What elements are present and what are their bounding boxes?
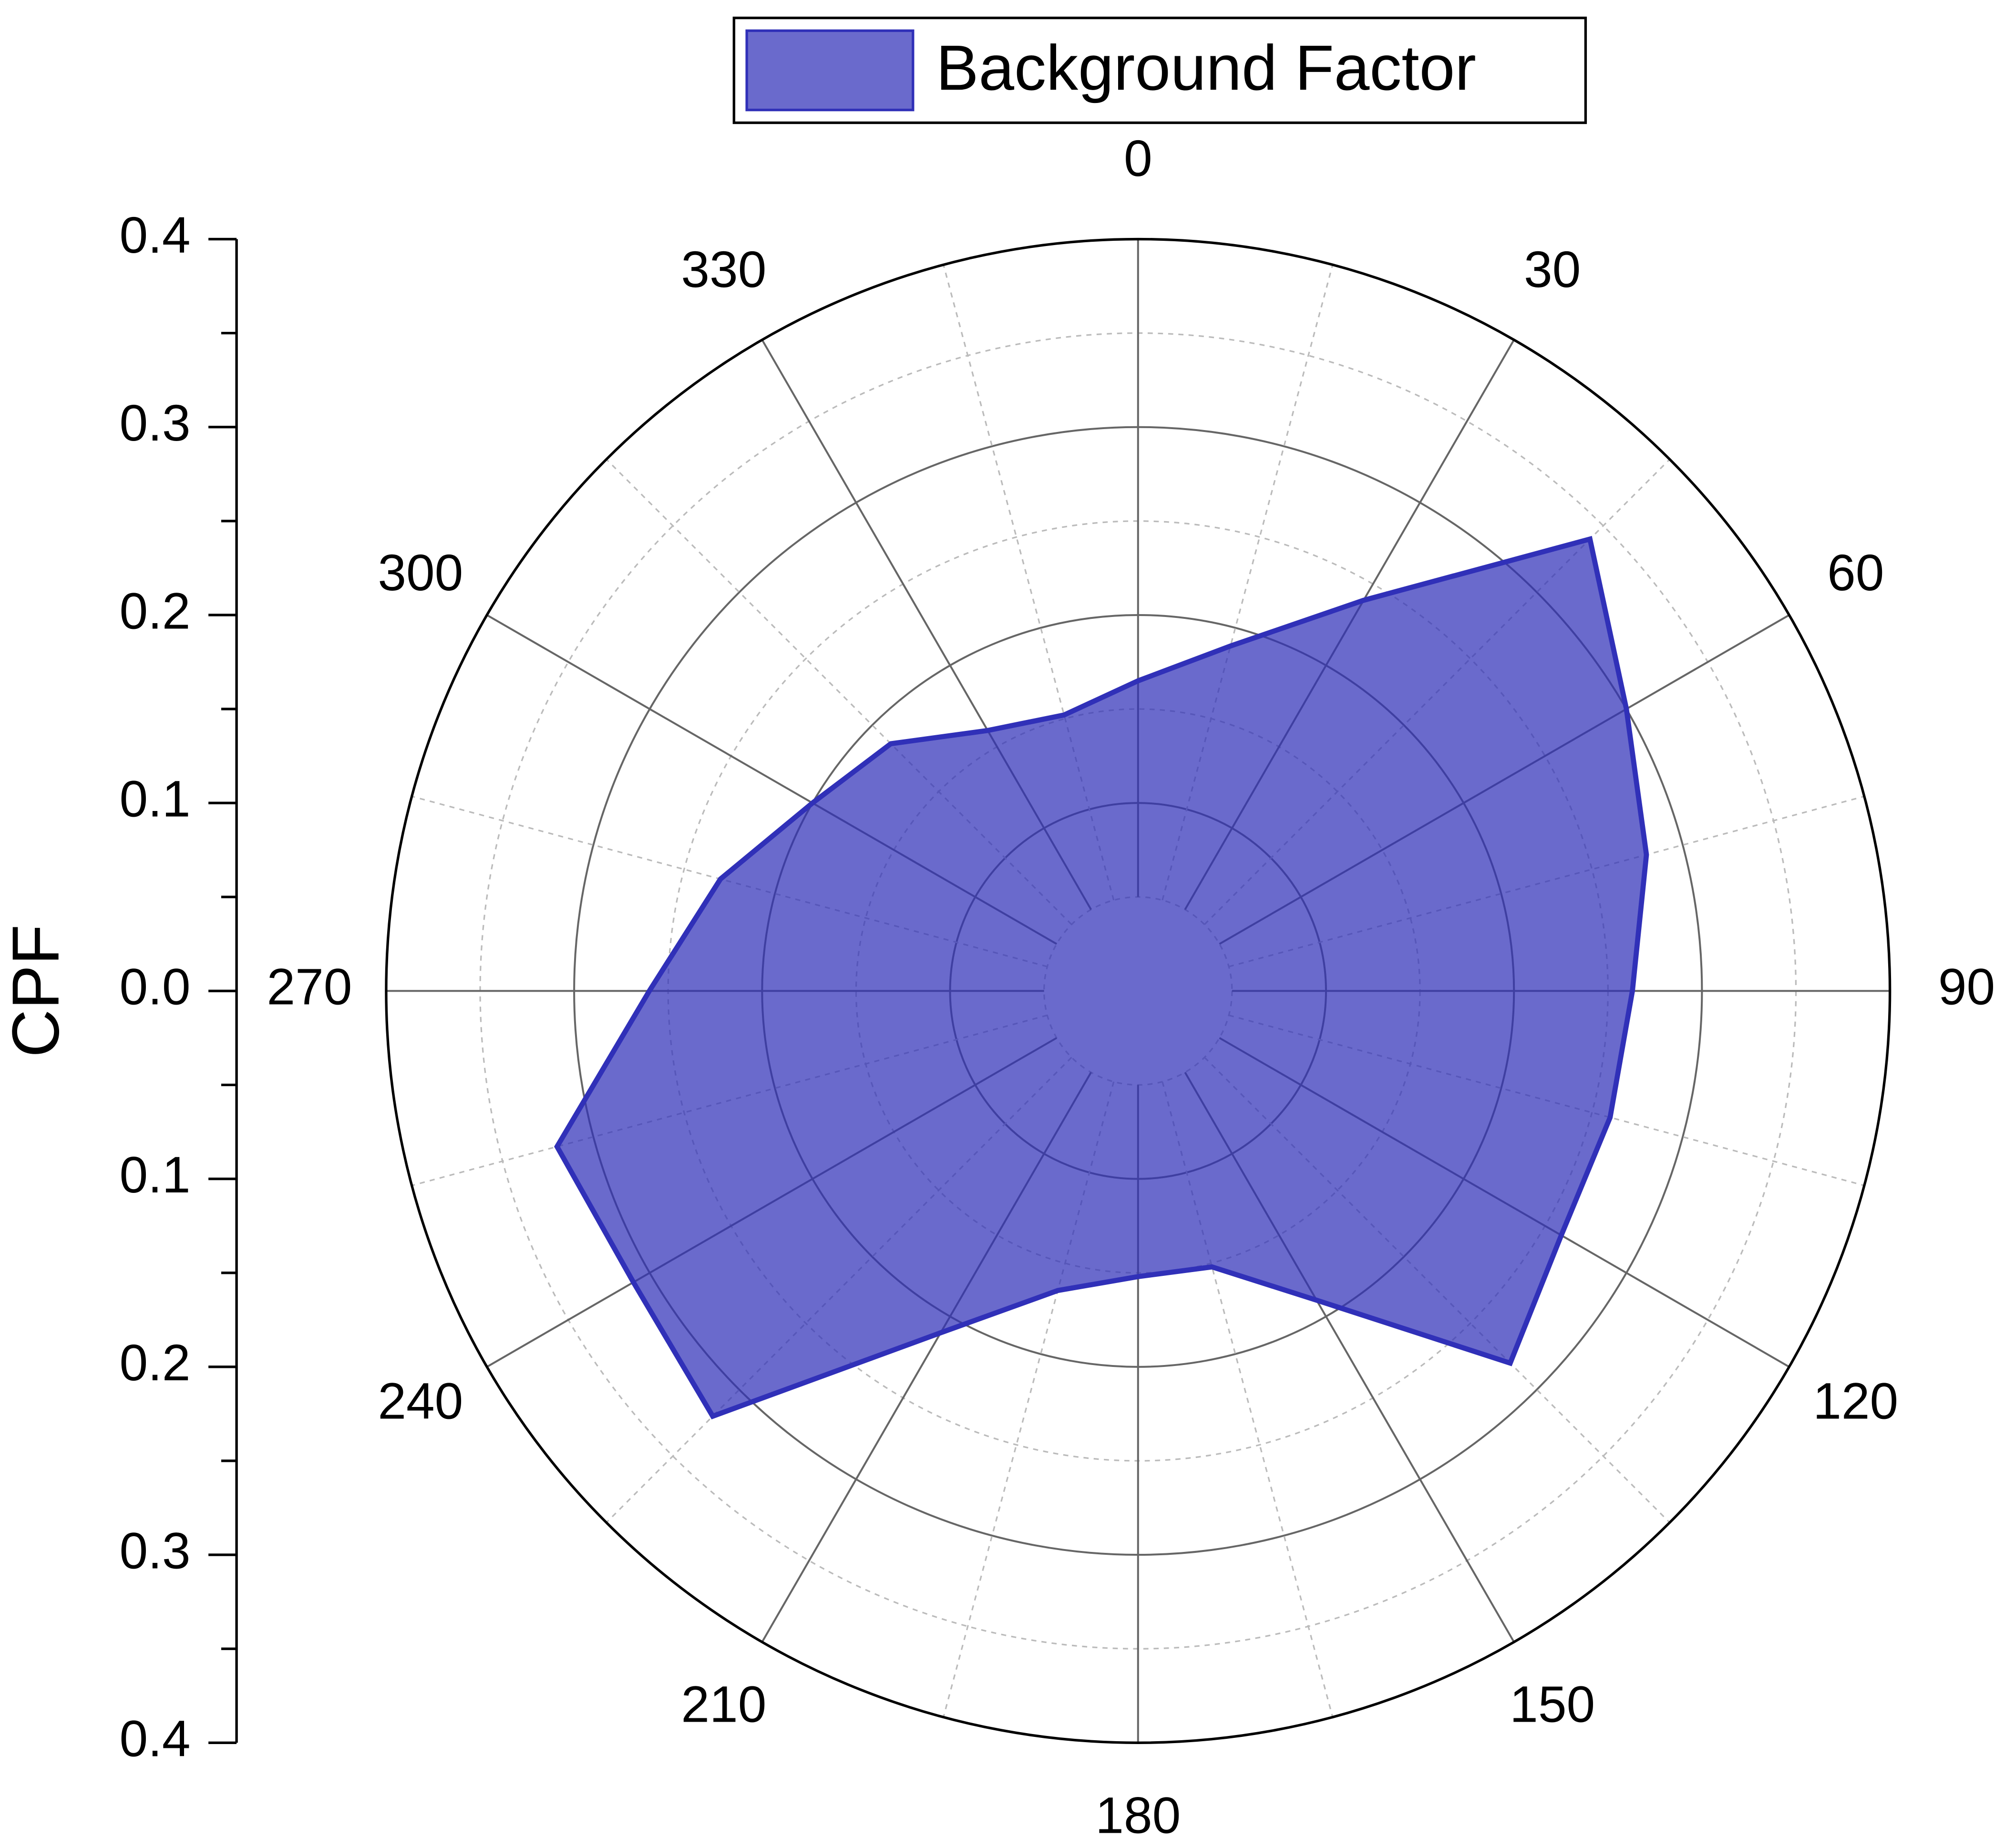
y-tick-label: 0.2: [119, 1334, 190, 1391]
grid-spoke-minor: [1162, 1081, 1334, 1717]
y-tick-label: 0.3: [119, 1522, 190, 1579]
theta-tick-label: 300: [378, 544, 463, 601]
y-tick-label: 0.1: [119, 1146, 190, 1203]
legend-swatch: [745, 29, 915, 112]
theta-tick-label: 150: [1510, 1676, 1595, 1733]
theta-tick-label: 240: [378, 1373, 463, 1430]
theta-tick-label: 30: [1524, 241, 1581, 298]
grid-spoke-minor: [1162, 264, 1334, 901]
theta-tick-label: 270: [267, 958, 352, 1016]
grid-spoke-minor: [606, 459, 1072, 925]
theta-tick-label: 180: [1095, 1787, 1181, 1844]
theta-tick-label: 330: [681, 241, 766, 298]
theta-tick-label: 120: [1813, 1373, 1898, 1430]
outer-circle: [385, 237, 1892, 1744]
grid-spoke-minor: [943, 264, 1115, 901]
theta-tick-label: 0: [1124, 130, 1152, 187]
y-tick-label: 0.4: [119, 206, 190, 264]
legend-label: Background Factor: [936, 32, 1476, 103]
area: [554, 535, 1649, 1419]
y-tick-label: 0.3: [119, 394, 190, 452]
theta-tick-label: 210: [681, 1676, 766, 1733]
y-tick-label: 0.0: [119, 958, 190, 1016]
y-tick-label: 0.2: [119, 582, 190, 639]
y-axis-label: CPF: [0, 924, 73, 1057]
theta-tick-label: 60: [1827, 544, 1884, 601]
grid-spoke-minor: [943, 1081, 1115, 1717]
theta-tick-label: 90: [1938, 958, 1995, 1016]
y-tick-label: 0.4: [119, 1710, 190, 1767]
y-tick-label: 0.1: [119, 770, 190, 828]
